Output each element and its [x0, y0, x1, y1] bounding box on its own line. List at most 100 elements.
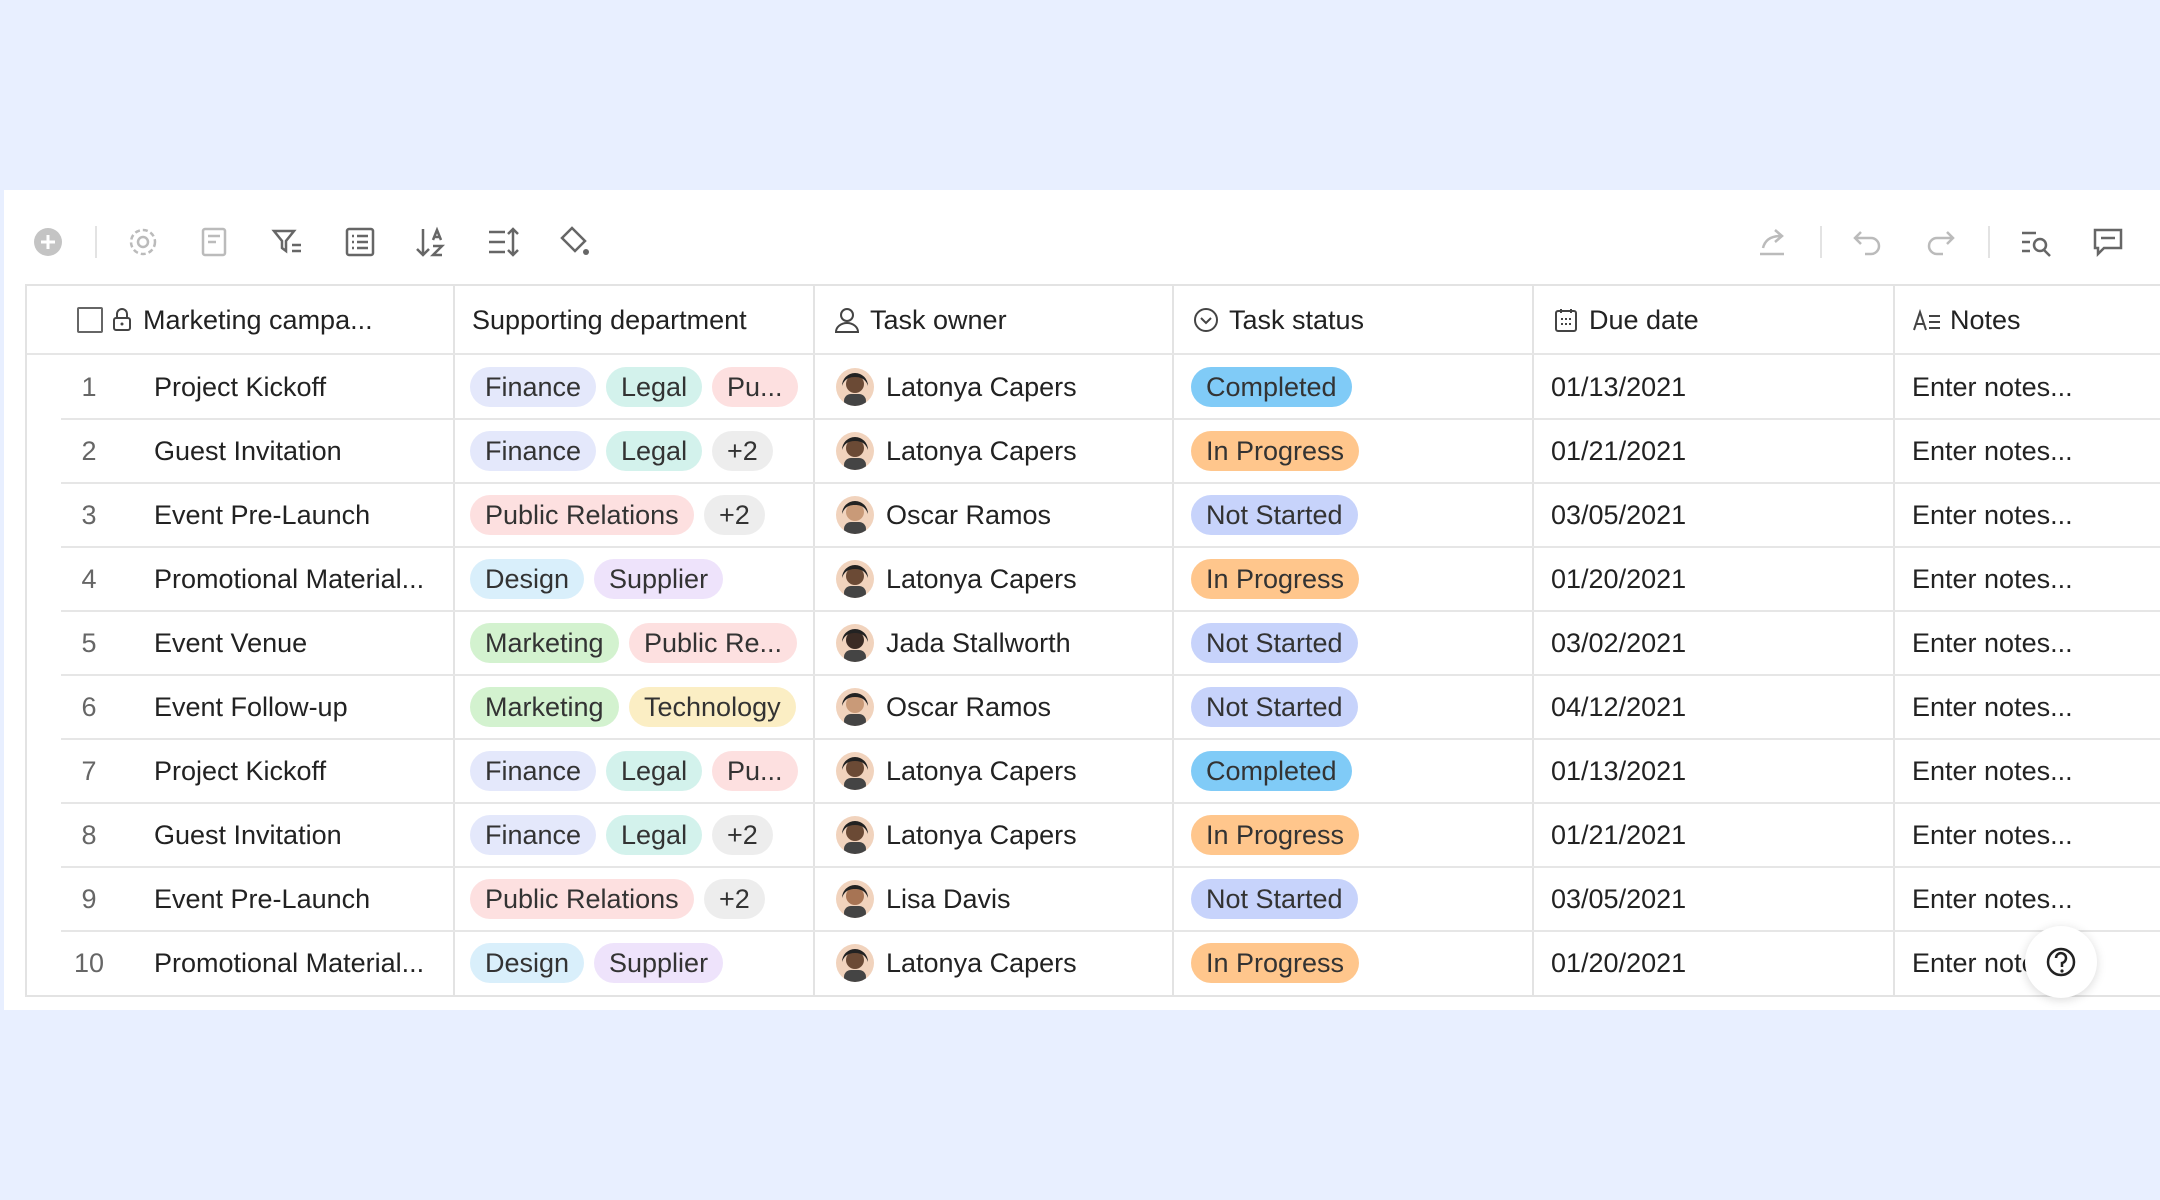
separator	[1820, 226, 1822, 258]
task-owner: Oscar Ramos	[886, 692, 1052, 722]
column-header[interactable]: Task status	[1229, 305, 1365, 335]
notes[interactable]: Enter notes...	[1912, 372, 2073, 402]
task-name[interactable]: Promotional Material...	[154, 564, 425, 594]
avatar-svg	[842, 885, 868, 918]
department-tag: Legal	[606, 367, 703, 407]
row-number: 8	[81, 820, 97, 850]
row-number: 10	[73, 948, 105, 978]
department-tag: Legal	[606, 431, 703, 471]
due-date: 01/13/2021	[1551, 372, 1687, 402]
notes[interactable]: Enter notes...	[1912, 756, 2073, 786]
row-number: 2	[81, 436, 97, 466]
owner-avatar	[836, 432, 874, 470]
group-button[interactable]	[342, 224, 378, 260]
row-number: 1	[81, 372, 97, 402]
department-tag: Marketing	[470, 687, 619, 727]
row-divider	[61, 610, 2160, 612]
status-tag: Not Started	[1191, 687, 1358, 727]
sort-button[interactable]	[413, 224, 449, 260]
task-name[interactable]: Event Pre-Launch	[154, 500, 371, 530]
department-tag: +2	[704, 495, 765, 535]
avatar-svg	[842, 821, 868, 854]
column-header[interactable]: Marketing campa...	[143, 305, 373, 335]
department-tag: +2	[704, 879, 765, 919]
status-tag: Not Started	[1191, 879, 1358, 919]
column-icon	[1912, 305, 1942, 335]
department-tag: Finance	[470, 815, 597, 855]
notes[interactable]: Enter notes...	[1912, 436, 2073, 466]
notes[interactable]: Enter notes...	[1912, 628, 2073, 658]
task-name[interactable]: Guest Invitation	[154, 820, 342, 850]
comment-button[interactable]	[2090, 224, 2126, 260]
task-name[interactable]: Event Follow-up	[154, 692, 348, 722]
column-icon	[1551, 305, 1581, 335]
avatar-svg	[842, 629, 868, 662]
share-button[interactable]	[1755, 224, 1791, 260]
department-tag: Public Relations	[470, 879, 694, 919]
form-button[interactable]	[197, 224, 233, 260]
due-date: 01/20/2021	[1551, 564, 1687, 594]
due-date: 03/02/2021	[1551, 628, 1687, 658]
notes[interactable]: Enter notes...	[1912, 564, 2073, 594]
column-divider	[1893, 286, 1895, 995]
notes[interactable]: Enter notes...	[1912, 500, 2073, 530]
add-button[interactable]	[30, 224, 66, 260]
settings-button[interactable]	[125, 224, 161, 260]
owner-avatar	[836, 944, 874, 982]
due-date: 01/13/2021	[1551, 756, 1687, 786]
column-header[interactable]: Task owner	[870, 305, 1007, 335]
header-divider	[27, 353, 2160, 355]
task-owner: Latonya Capers	[886, 756, 1077, 786]
notes[interactable]: Enter notes...	[1912, 692, 2073, 722]
fill-color-button[interactable]	[556, 224, 592, 260]
column-icon-svg	[113, 308, 131, 331]
row-divider	[61, 546, 2160, 548]
search-button[interactable]	[2018, 224, 2054, 260]
task-name[interactable]: Project Kickoff	[154, 372, 327, 402]
row-number: 4	[81, 564, 97, 594]
owner-avatar	[836, 880, 874, 918]
due-date: 01/21/2021	[1551, 820, 1687, 850]
department-tag: Pu...	[712, 751, 798, 791]
owner-avatar	[836, 624, 874, 662]
column-icon-svg	[1555, 309, 1577, 332]
task-name[interactable]: Guest Invitation	[154, 436, 342, 466]
row-height-button[interactable]	[485, 224, 521, 260]
avatar-svg	[842, 565, 868, 598]
due-date: 03/05/2021	[1551, 884, 1687, 914]
due-date: 04/12/2021	[1551, 692, 1687, 722]
task-owner: Latonya Capers	[886, 372, 1077, 402]
task-name[interactable]: Event Pre-Launch	[154, 884, 371, 914]
task-owner: Latonya Capers	[886, 948, 1077, 978]
avatar-svg	[842, 693, 868, 726]
status-tag: In Progress	[1191, 431, 1360, 471]
owner-avatar	[836, 688, 874, 726]
department-tag: Public Relations	[470, 495, 694, 535]
task-name[interactable]: Project Kickoff	[154, 756, 327, 786]
row-divider	[61, 482, 2160, 484]
undo-button[interactable]	[1850, 224, 1886, 260]
department-tag: Design	[470, 559, 585, 599]
task-name[interactable]: Promotional Material...	[154, 948, 425, 978]
help-button[interactable]	[2025, 926, 2097, 998]
column-divider	[453, 286, 455, 995]
column-divider	[813, 286, 815, 995]
column-icon	[107, 305, 137, 335]
select-all-checkbox[interactable]	[77, 307, 103, 333]
redo-button[interactable]	[1922, 224, 1958, 260]
notes[interactable]: Enter notes...	[1912, 820, 2073, 850]
task-name[interactable]: Event Venue	[154, 628, 308, 658]
status-tag: Not Started	[1191, 495, 1358, 535]
row-divider	[61, 418, 2160, 420]
column-header[interactable]: Supporting department	[472, 305, 747, 335]
column-icon	[1191, 305, 1221, 335]
column-header[interactable]: Notes	[1950, 305, 2021, 335]
row-number: 6	[81, 692, 97, 722]
column-header[interactable]: Due date	[1589, 305, 1699, 335]
column-icon-svg	[1194, 308, 1218, 332]
department-tag: Pu...	[712, 367, 798, 407]
filter-button[interactable]	[269, 224, 305, 260]
notes[interactable]: Enter notes...	[1912, 884, 2073, 914]
department-tag: Legal	[606, 751, 703, 791]
